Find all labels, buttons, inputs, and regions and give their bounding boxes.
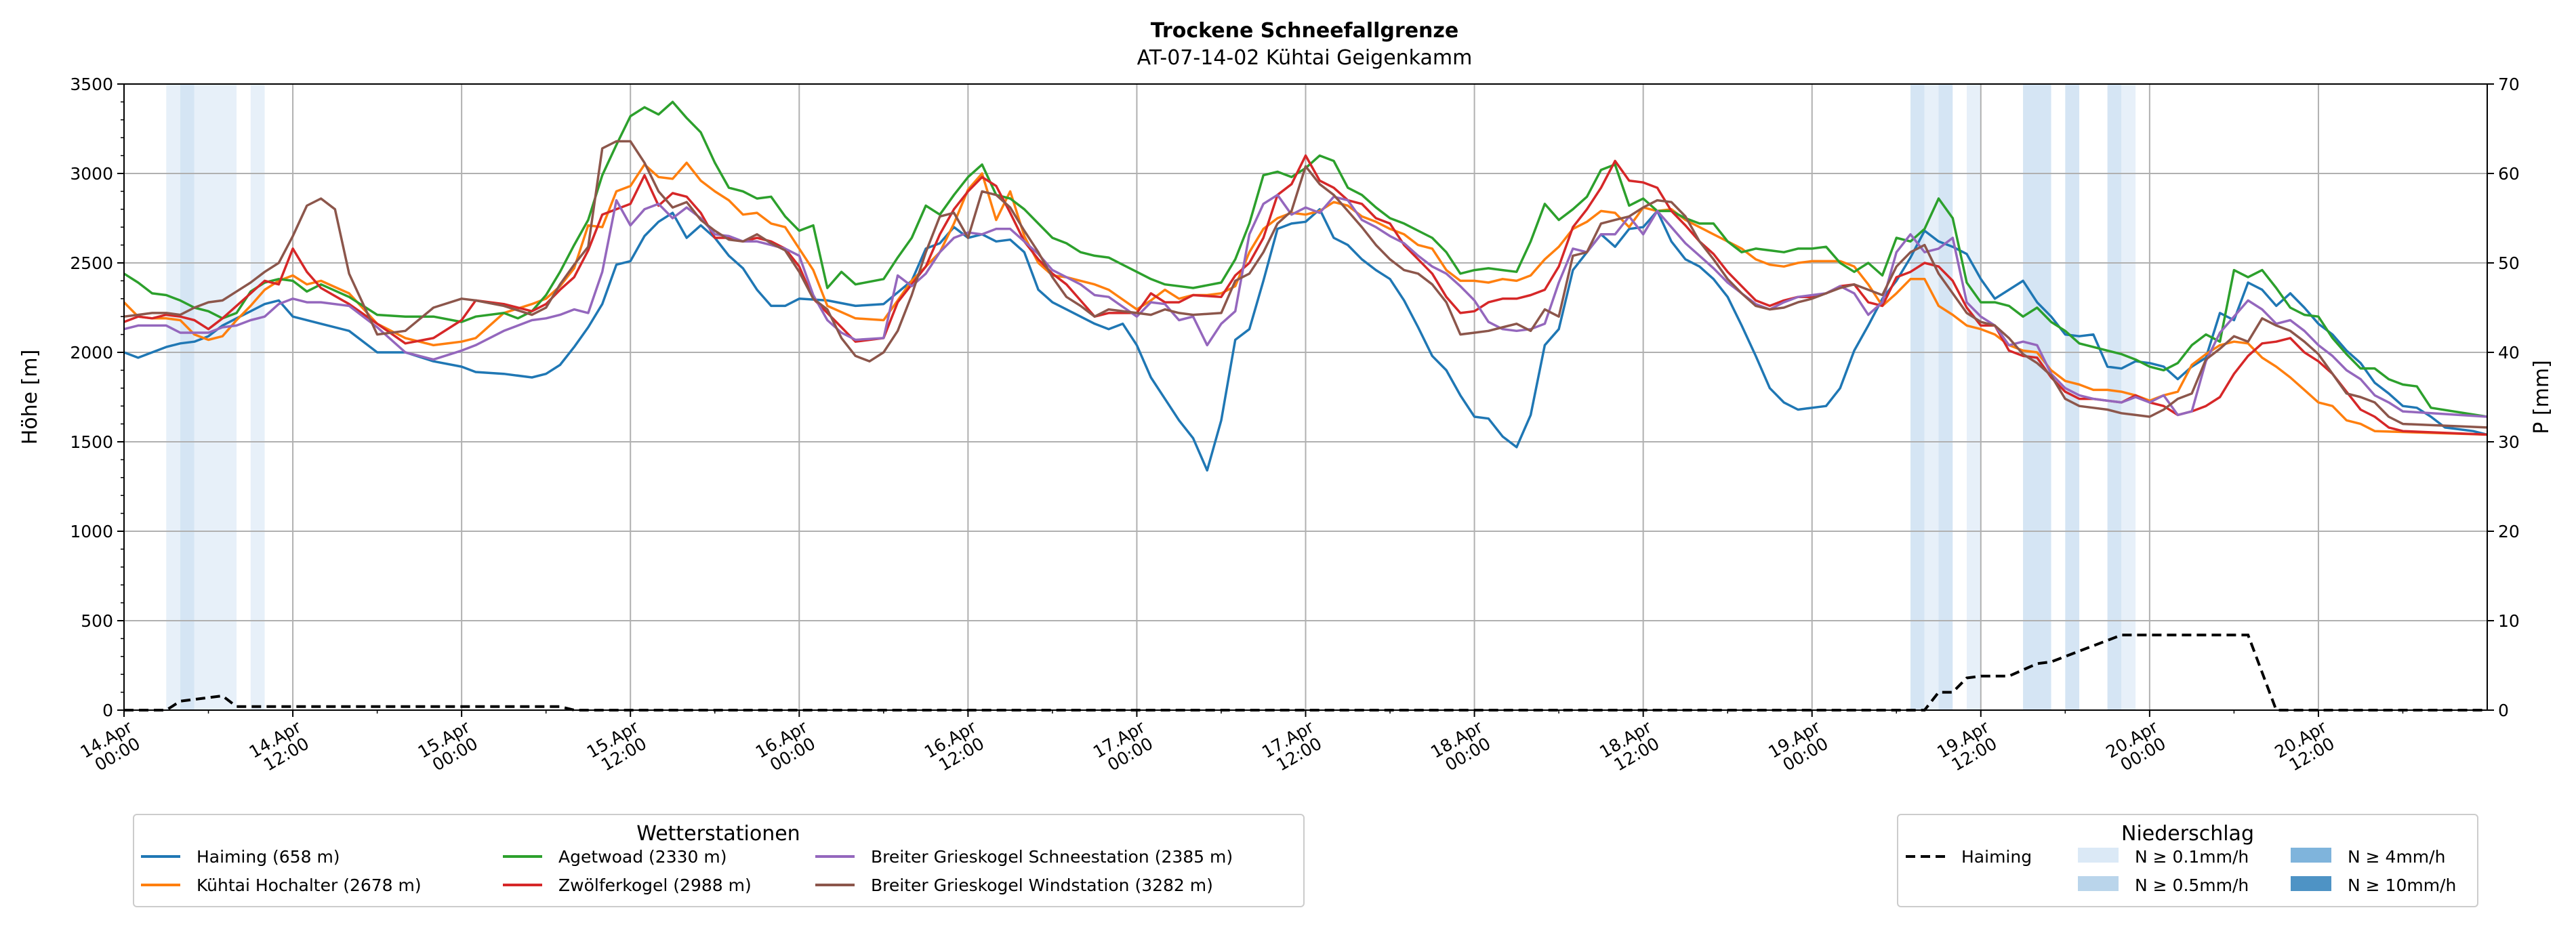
precip-band bbox=[2023, 84, 2051, 710]
legend-precip-level-swatch bbox=[2291, 848, 2331, 863]
legend-precipitation: Niederschlag Haiming N ≥ 0.1mm/h N ≥ 0.5mm… bbox=[1897, 814, 2478, 907]
y2-tick-label: 30 bbox=[2498, 432, 2520, 452]
precip-band bbox=[1967, 84, 1981, 710]
y2-tick-label: 0 bbox=[2498, 701, 2509, 720]
legend-station-label: Agetwoad (2330 m) bbox=[558, 847, 727, 867]
y2-tick-label: 50 bbox=[2498, 253, 2520, 273]
legend-precip-level-swatch bbox=[2078, 848, 2119, 863]
x-tick-label: 16.Apr00:00 bbox=[752, 717, 821, 778]
precip-band bbox=[180, 84, 195, 710]
precipitation-line bbox=[124, 634, 2487, 711]
legend-stations-title: Wetterstationen bbox=[636, 822, 800, 846]
y-tick-label: 1500 bbox=[70, 432, 113, 452]
precip-band bbox=[2065, 84, 2080, 710]
legend-precip-frame bbox=[1897, 814, 2478, 907]
y2-tick-label: 60 bbox=[2498, 164, 2520, 184]
y2-axis-title: P [mm] bbox=[2530, 360, 2554, 434]
legend-precip-level-swatch bbox=[2078, 876, 2119, 891]
x-tick-label: 14.Apr00:00 bbox=[77, 717, 146, 778]
y-tick-label: 1000 bbox=[70, 522, 113, 541]
legend-precip-title: Niederschlag bbox=[2121, 822, 2254, 846]
y-axis-ticks: 0 500 1000 1500 2000 2500 3000 3500 bbox=[70, 75, 124, 720]
precip-band bbox=[250, 84, 265, 710]
legend-station-label: Haiming (658 m) bbox=[197, 847, 340, 867]
y-tick-label: 2500 bbox=[70, 253, 113, 273]
series-line bbox=[123, 208, 2488, 472]
y2-tick-label: 40 bbox=[2498, 343, 2520, 363]
precip-band bbox=[194, 84, 237, 710]
y-tick-label: 0 bbox=[102, 701, 113, 720]
y2-tick-label: 70 bbox=[2498, 75, 2520, 94]
legend-station-label: Breiter Grieskogel Schneestation (2385 m… bbox=[871, 847, 1233, 867]
legend-station-label: Breiter Grieskogel Windstation (3282 m) bbox=[871, 875, 1213, 895]
chart-subtitle: AT-07-14-02 Kühtai Geigenkamm bbox=[1137, 46, 1473, 70]
legend-precip-level-label: N ≥ 0.5mm/h bbox=[2135, 875, 2249, 895]
chart-title: Trockene Schneefallgrenze bbox=[1151, 19, 1458, 43]
station-lines bbox=[123, 100, 2488, 472]
precip-band bbox=[2107, 84, 2122, 710]
y-tick-label: 3500 bbox=[70, 75, 113, 94]
legend-stations: Wetterstationen Haiming (658 m) Kühtai Ho… bbox=[133, 814, 1305, 907]
legend-station-label: Zwölferkogel (2988 m) bbox=[558, 875, 752, 895]
series-line bbox=[123, 100, 2488, 418]
legend-precip-level-label: N ≥ 10mm/h bbox=[2348, 875, 2456, 895]
legend-station-label: Kühtai Hochalter (2678 m) bbox=[197, 875, 422, 895]
precip-band bbox=[1910, 84, 1925, 710]
legend-stations-frame bbox=[133, 814, 1305, 907]
y2-tick-label: 10 bbox=[2498, 611, 2520, 631]
precip-band bbox=[1938, 84, 1953, 710]
series-line bbox=[123, 140, 2488, 429]
precip-haiming-line bbox=[124, 634, 2487, 711]
precip-band bbox=[1924, 84, 1939, 710]
y-tick-label: 2000 bbox=[70, 343, 113, 363]
y-tick-label: 3000 bbox=[70, 164, 113, 184]
y-axis-title: Höhe [m] bbox=[18, 350, 42, 445]
precip-band bbox=[2121, 84, 2136, 710]
y-tick-label: 500 bbox=[81, 611, 113, 631]
y2-tick-label: 20 bbox=[2498, 522, 2520, 541]
legend-precip-line-label: Haiming bbox=[1961, 847, 2032, 867]
legend-precip-level-label: N ≥ 0.1mm/h bbox=[2135, 847, 2249, 867]
y2-axis-ticks: 0 10 20 30 40 50 60 70 bbox=[2487, 75, 2520, 720]
legend-precip-level-swatch bbox=[2291, 876, 2331, 891]
legend-precip-level-label: N ≥ 4mm/h bbox=[2348, 847, 2445, 867]
series-line bbox=[123, 154, 2488, 436]
